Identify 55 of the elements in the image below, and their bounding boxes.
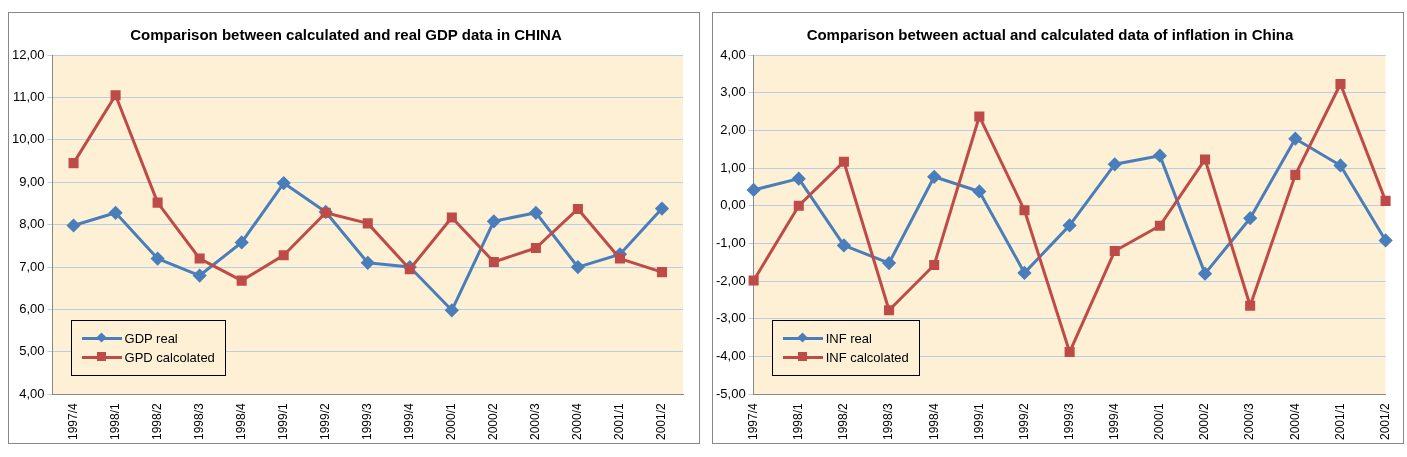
y-tick-label: -3,00: [715, 310, 746, 326]
y-tick-label: 5,00: [19, 343, 45, 359]
x-tick-label: 2000/1: [444, 402, 459, 440]
x-tick-label: 1998/2: [149, 402, 164, 440]
x-tick-label: 1999/2: [318, 402, 333, 440]
y-tick-label: -1,00: [715, 235, 746, 251]
x-tick-label: 2001/1: [612, 402, 627, 440]
x-tick-label: 1998/4: [926, 402, 941, 440]
x-tick-label: 1999/1: [971, 402, 986, 440]
chart-title: Comparison between actual and calculated data of inflation in China: [806, 26, 1295, 44]
x-tick-label: 1999/2: [1016, 402, 1031, 440]
y-tick-label: 10,00: [11, 131, 45, 147]
y-tick-label: 9,00: [19, 173, 45, 189]
x-tick-label: 2001/1: [1332, 402, 1347, 440]
x-tick-label: 1999/1: [276, 402, 291, 440]
y-tick-label: -5,00: [715, 385, 746, 401]
x-tick-label: 2000/4: [570, 402, 585, 440]
y-tick-label: 0,00: [720, 197, 746, 213]
y-tick-label: 1,00: [720, 159, 746, 175]
legend-label: INF real: [825, 331, 872, 347]
legend-label: INF calcolated: [825, 350, 909, 366]
chart-title: Comparison between calculated and real GDP data in CHINA: [130, 26, 562, 44]
y-tick-label: 11,00: [12, 88, 45, 104]
y-tick-label: 3,00: [720, 84, 746, 100]
y-tick-label: 4,00: [720, 46, 746, 62]
x-tick-label: 2000/2: [486, 402, 501, 440]
y-tick-label: 12,00: [11, 46, 45, 62]
y-tick-label: -2,00: [715, 272, 746, 288]
x-tick-label: 1998/1: [791, 402, 806, 440]
x-tick-label: 2000/2: [1197, 402, 1212, 440]
x-tick-label: 1998/3: [191, 402, 206, 440]
legend-label: GPD calcolated: [124, 350, 215, 366]
legend-label: GDP real: [124, 331, 178, 347]
x-tick-label: 1999/3: [1061, 402, 1076, 440]
y-tick-label: 7,00: [19, 258, 45, 274]
x-tick-label: 1998/3: [881, 402, 896, 440]
x-tick-label: 2000/4: [1287, 402, 1302, 440]
x-tick-label: 2000/3: [1242, 402, 1257, 440]
y-tick-label: 8,00: [19, 216, 45, 232]
x-tick-label: 1998/2: [836, 402, 851, 440]
x-tick-label: 1998/4: [233, 402, 248, 440]
x-tick-label: 2001/2: [1377, 402, 1392, 440]
x-tick-label: 1999/4: [1107, 402, 1122, 440]
y-tick-label: 4,00: [19, 385, 45, 401]
x-tick-label: 1997/4: [745, 402, 760, 440]
x-tick-label: 1998/1: [107, 402, 122, 440]
x-tick-label: 1999/4: [402, 402, 417, 440]
x-tick-label: 1997/4: [65, 402, 80, 440]
x-tick-label: 2001/2: [654, 402, 669, 440]
x-tick-label: 2000/3: [528, 402, 543, 440]
y-tick-label: 6,00: [19, 301, 45, 317]
x-tick-label: 2000/1: [1152, 402, 1167, 440]
x-tick-label: 1999/3: [360, 402, 375, 440]
y-tick-label: -4,00: [715, 348, 746, 364]
y-tick-label: 2,00: [720, 121, 746, 137]
